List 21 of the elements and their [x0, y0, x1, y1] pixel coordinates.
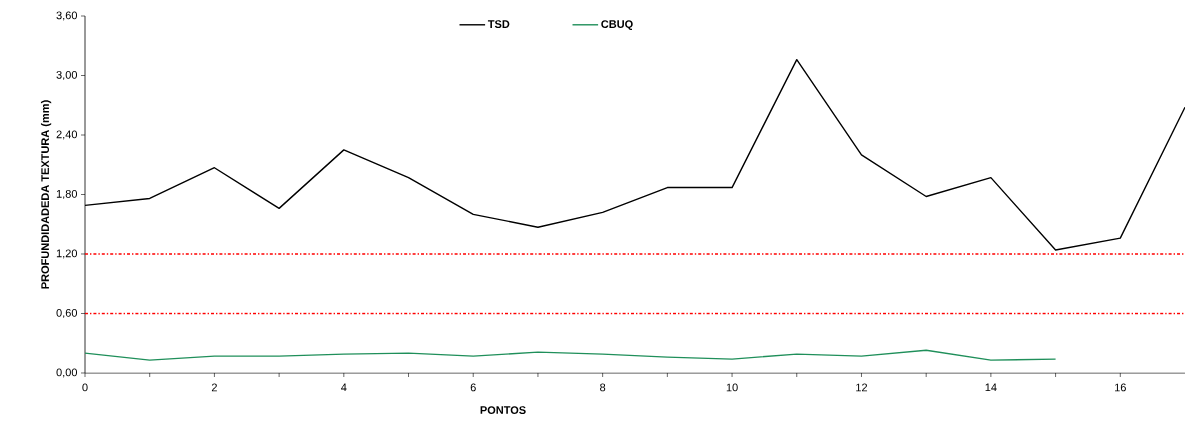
y-tick-label: 0,00 — [56, 368, 78, 378]
y-tick-label: 0,60 — [56, 308, 78, 319]
y-tick-label: 2,40 — [56, 130, 78, 140]
x-tick-label: 2 — [211, 383, 217, 392]
x-tick-label: 12 — [856, 383, 868, 392]
y-tick-label: 3,00 — [56, 70, 78, 81]
x-tick-label: 0 — [82, 383, 88, 392]
x-tick-label: 4 — [341, 383, 347, 392]
y-tick-label: 1,20 — [56, 249, 78, 259]
x-tick-label: 6 — [470, 383, 476, 392]
x-tick-label: 14 — [985, 383, 997, 392]
line-series — [84, 349, 1057, 361]
y-axis-title: PROFUNDIDADEDA TEXTURA (mm) — [40, 100, 52, 289]
y-tick-label: 3,60 — [56, 11, 78, 21]
x-tick-label: 8 — [600, 383, 606, 392]
x-axis-title: PONTOS — [480, 406, 526, 414]
x-tick-label: 10 — [726, 383, 738, 392]
x-tick-label: 16 — [1115, 383, 1126, 392]
legend-label: TSD — [487, 20, 510, 28]
y-tick-label: 1,80 — [56, 189, 78, 200]
legend-label: CBUQ — [601, 20, 633, 31]
